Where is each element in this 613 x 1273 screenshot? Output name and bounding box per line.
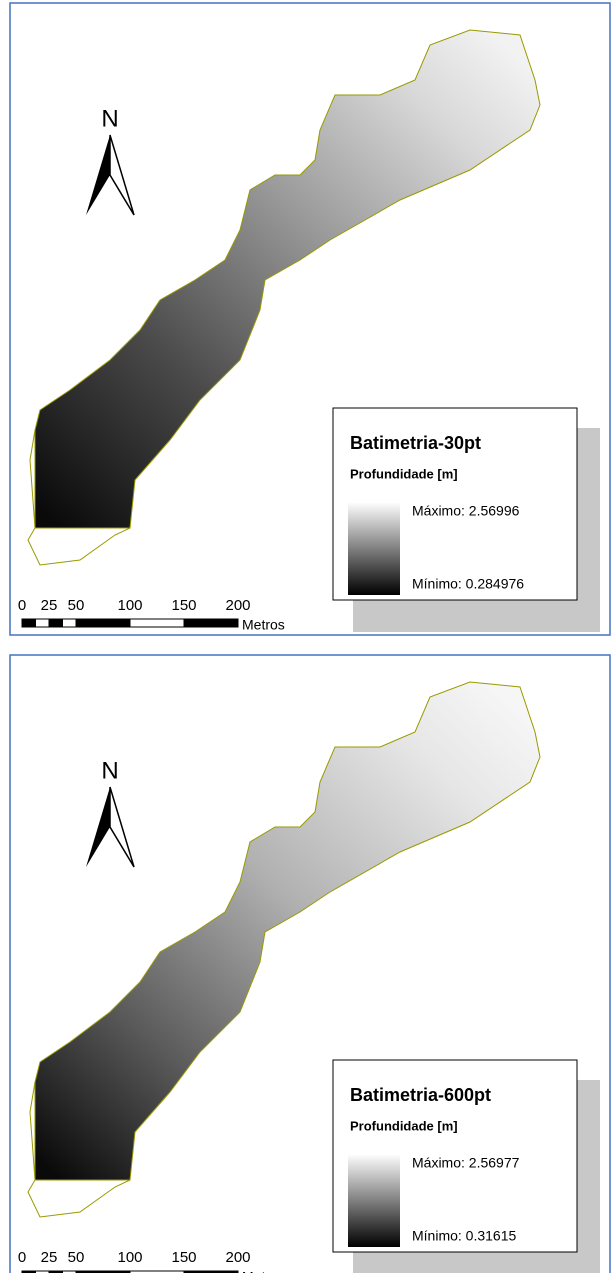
- legend-color-ramp: [348, 1154, 400, 1247]
- scale-segment: [76, 619, 130, 627]
- scale-tick-label: 50: [68, 1249, 85, 1266]
- scale-segment: [36, 619, 50, 627]
- scale-tick-label: 200: [225, 597, 250, 614]
- north-label: N: [101, 757, 118, 784]
- north-arrow-right: [110, 787, 134, 867]
- scale-tick-label: 0: [18, 597, 26, 614]
- legend-max: Máximo: 2.56977: [412, 1155, 520, 1171]
- scale-segment: [63, 619, 77, 627]
- legend-title: Batimetria-30pt: [350, 433, 481, 453]
- scale-tick-label: 25: [41, 597, 58, 614]
- scale-tick-label: 200: [225, 1249, 250, 1266]
- map-panel: N Batimetria-600pt Profundidade [m] Máximo:…: [10, 655, 610, 1273]
- scale-tick-label: 150: [171, 1249, 196, 1266]
- scale-tick-label: 50: [68, 597, 85, 614]
- scale-tick-label: 25: [41, 1249, 58, 1266]
- scale-tick-label: 150: [171, 597, 196, 614]
- legend-min: Mínimo: 0.284976: [412, 576, 524, 592]
- scale-tick-label: 0: [18, 1249, 26, 1266]
- legend-subtitle: Profundidade [m]: [350, 466, 458, 481]
- scale-segment: [184, 619, 238, 627]
- page: {"panels": [ {"north": "N", "legend": {"…: [0, 0, 613, 1273]
- legend-color-ramp: [348, 502, 400, 595]
- legend-min: Mínimo: 0.31615: [412, 1228, 516, 1244]
- scale-tick-label: 100: [117, 597, 142, 614]
- north-arrow-left: [86, 787, 110, 867]
- scale-unit: Metros: [242, 1269, 285, 1273]
- scale-unit: Metros: [242, 617, 285, 633]
- north-arrow-right: [110, 135, 134, 215]
- north-label: N: [101, 105, 118, 132]
- map-panel: N Batimetria-30pt Profundidade [m] Máximo: …: [10, 3, 610, 635]
- map-figure: N Batimetria-30pt Profundidade [m] Máximo: …: [0, 0, 613, 1273]
- legend-title: Batimetria-600pt: [350, 1085, 491, 1105]
- north-arrow-left: [86, 135, 110, 215]
- scale-segment: [49, 619, 63, 627]
- scale-segment: [130, 619, 184, 627]
- legend-max: Máximo: 2.56996: [412, 503, 520, 519]
- scale-segment: [22, 619, 36, 627]
- legend-subtitle: Profundidade [m]: [350, 1118, 458, 1133]
- scale-tick-label: 100: [117, 1249, 142, 1266]
